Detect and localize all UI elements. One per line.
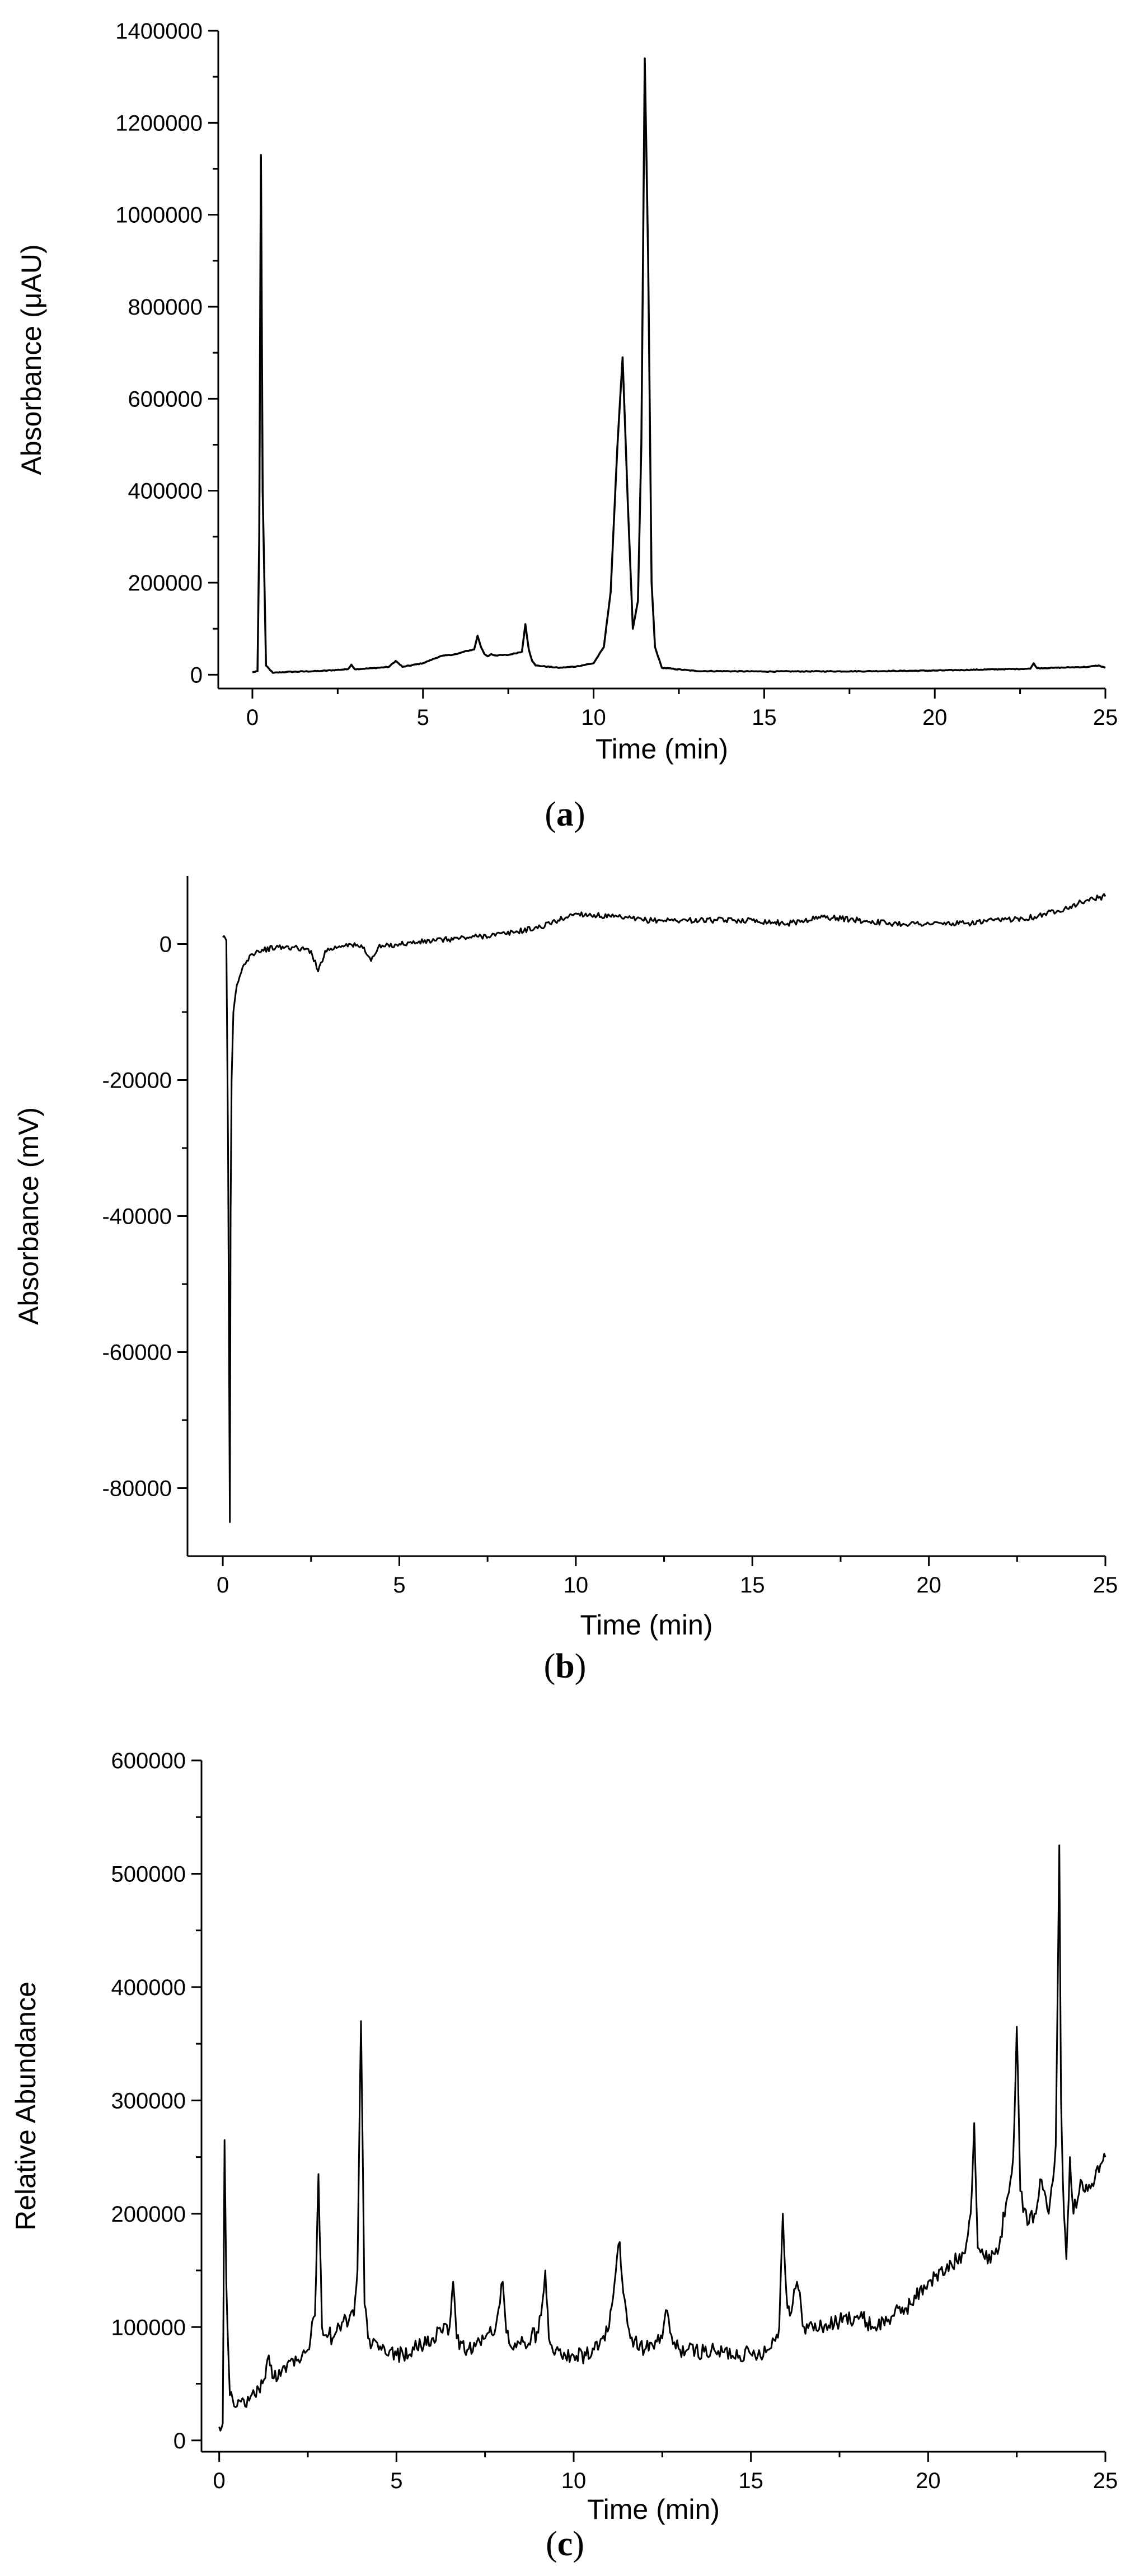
- x-tick-label: 25: [1093, 705, 1118, 730]
- y-tick-label: 200000: [111, 2202, 186, 2227]
- y-axis-label: Absorbance (mV): [13, 1107, 44, 1325]
- x-axis-label: Time (min): [596, 733, 728, 765]
- y-tick-label: 600000: [111, 1749, 186, 1773]
- y-tick-label: 0: [174, 2429, 186, 2453]
- y-tick-label: 400000: [111, 1975, 186, 2000]
- chart-panel-c: 0 5 10 15 20 25 0 100000 200000 300000 400000 50000…: [0, 1718, 1130, 2576]
- x-tick-label: 25: [1093, 2469, 1118, 2493]
- x-tick-label: 0: [213, 2469, 226, 2493]
- chart-panel-b: 0 5 10 15 20 25 -80000 -60000 -40000 -20000 0 Time …: [0, 856, 1130, 1718]
- y-tick-label: -20000: [102, 1069, 172, 1093]
- chart-c-caption: (c): [546, 2525, 584, 2563]
- chart-c-svg: 0 5 10 15 20 25 0 100000 200000 300000 400000 50000…: [10, 1749, 1118, 2525]
- x-tick-label: 15: [752, 705, 777, 730]
- chart-a-caption-letter: a: [556, 795, 574, 833]
- x-tick-label: 10: [564, 1573, 589, 1598]
- y-tick-label: 400000: [128, 479, 203, 504]
- y-tick-label: -40000: [102, 1205, 172, 1229]
- y-axis-label: Absorbance (μAU): [16, 244, 47, 475]
- y-tick-label: 1200000: [115, 111, 203, 135]
- series-line: [218, 1844, 1106, 2432]
- y-tick-label: 0: [160, 933, 172, 957]
- chart-panel-a: 0 5 10 15 20 25 0 200000 400000 600000 800000 10000…: [0, 0, 1130, 856]
- x-tick-label: 5: [390, 2469, 402, 2493]
- y-tick-label: -80000: [102, 1477, 172, 1501]
- y-tick-label: -60000: [102, 1341, 172, 1365]
- x-tick-label: 0: [217, 1573, 229, 1598]
- y-tick-label: 300000: [111, 2088, 186, 2113]
- x-axis-label: Time (min): [580, 1609, 712, 1641]
- y-axis-label: Relative Abundance: [10, 1982, 41, 2231]
- y-tick-label: 0: [190, 663, 203, 687]
- x-tick-label: 5: [393, 1573, 405, 1598]
- x-tick-label: 5: [417, 705, 429, 730]
- chart-a-svg: 0 5 10 15 20 25 0 200000 400000 600000 800000 10000…: [16, 19, 1118, 765]
- x-tick-label: 0: [246, 705, 259, 730]
- series-line: [252, 57, 1106, 674]
- x-tick-label: 10: [561, 2469, 587, 2493]
- x-axis-label: Time (min): [587, 2494, 720, 2525]
- y-tick-label: 1400000: [115, 19, 203, 44]
- x-tick-label: 15: [738, 2469, 763, 2493]
- chart-c-caption-letter: c: [557, 2525, 573, 2563]
- chart-a-caption: (a): [545, 795, 585, 833]
- x-tick-label: 20: [916, 2469, 941, 2493]
- x-tick-label: 20: [922, 705, 948, 730]
- y-tick-label: 200000: [128, 571, 203, 596]
- x-tick-label: 25: [1093, 1573, 1118, 1598]
- y-tick-label: 800000: [128, 295, 203, 320]
- y-tick-label: 1000000: [115, 203, 203, 228]
- y-tick-label: 600000: [128, 387, 203, 411]
- x-tick-label: 10: [581, 705, 606, 730]
- chart-b-svg: 0 5 10 15 20 25 -80000 -60000 -40000 -20000 0 Time …: [13, 876, 1118, 1641]
- y-tick-label: 100000: [111, 2315, 186, 2340]
- x-tick-label: 15: [740, 1573, 765, 1598]
- chart-b-caption: (b): [543, 1647, 587, 1685]
- chart-b-caption-letter: b: [555, 1647, 575, 1685]
- series-line: [222, 893, 1106, 1523]
- x-tick-label: 20: [916, 1573, 941, 1598]
- y-tick-label: 500000: [111, 1862, 186, 1886]
